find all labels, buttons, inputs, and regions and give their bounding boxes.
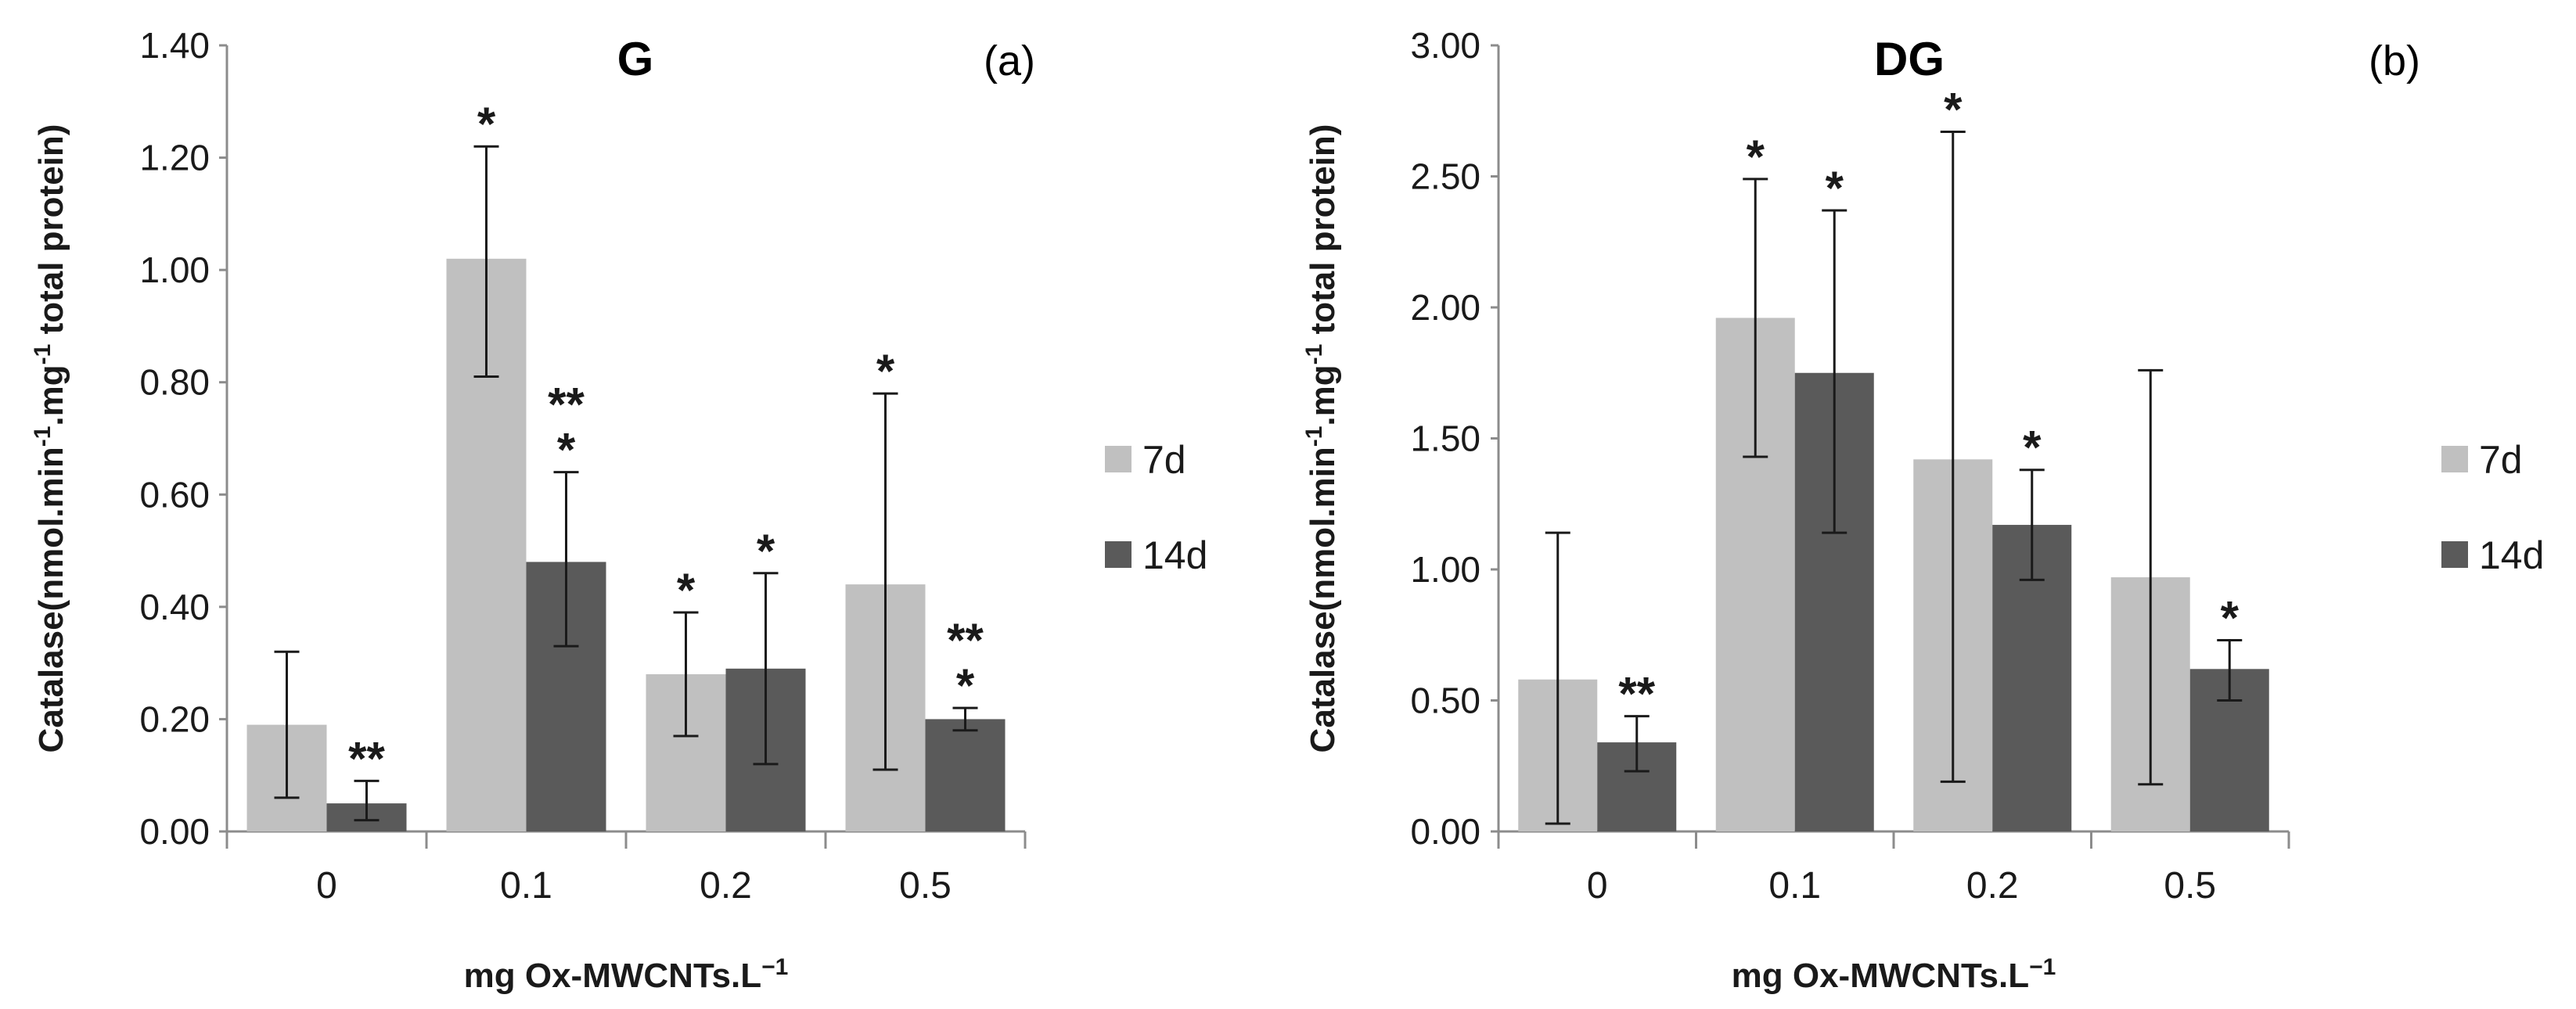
panel-a-panel-letter: (a) [984, 38, 1035, 84]
panel-a-y-tick-label: 1.40 [139, 25, 210, 66]
panel-b-x-tick-label-0: 0 [1587, 865, 1608, 907]
panel-b-x-axis-title-superscript: −1 [2029, 954, 2056, 980]
panel-a-legend-label-7d: 7d [1142, 438, 1186, 482]
panel-a-significance-label: * [477, 98, 496, 150]
panel-a-x-axis-title: mg Ox-MWCNTs.L−1 [464, 954, 789, 996]
panel-a-x-tick-label-0-5: 0.5 [899, 865, 952, 907]
panel-b-significance-label: * [2023, 422, 2042, 474]
panel-b-x-tick-label-0-5: 0.5 [2164, 865, 2216, 907]
panel-b-x-axis-title: mg Ox-MWCNTs.L−1 [1732, 954, 2056, 996]
panel-b-x-tick-label-0-2: 0.2 [1966, 865, 2019, 907]
panel-b-y-tick-label: 1.50 [1410, 418, 1480, 459]
panel-b-significance-label: * [2221, 591, 2240, 644]
panel-a-y-tick-label: 0.00 [139, 811, 210, 852]
panel-b-y-tick-label: 2.50 [1410, 156, 1480, 197]
panel-a-significance-label: ** [348, 732, 385, 785]
panel-a-y-axis-title-part: .mg [32, 364, 70, 426]
panel-a-y-tick-label: 0.60 [139, 474, 210, 515]
panel-b-legend-swatch-14d [2441, 541, 2468, 568]
panel-b-y-axis-title-part: -1 [1301, 426, 1327, 447]
panel-b-significance-label: * [1944, 84, 1963, 136]
panel-a-y-axis-title-part: -1 [30, 344, 56, 365]
panel-a-bar-14d-0-5 [925, 719, 1006, 831]
panel-a-x-tick-label-0-2: 0.2 [700, 865, 752, 907]
panel-a-y-axis-title-part: Catalase(nmol.min [32, 447, 70, 752]
panel-b-legend-label-14d: 14d [2479, 533, 2544, 577]
panel-a-y-tick-label: 1.20 [139, 138, 210, 178]
panel-b-significance-label: ** [1618, 668, 1655, 720]
panel-b-y-axis-title-part: .mg [1304, 364, 1342, 426]
panel-a-significance-label: * [677, 564, 696, 616]
panel-b-significance-label: * [1826, 162, 1844, 214]
panel-a-y-tick-label: 0.80 [139, 362, 210, 403]
panel-b-title: DG [1874, 33, 1945, 85]
panel-a-legend-swatch-14d [1105, 541, 1131, 568]
panel-a-legend-swatch-7d [1105, 446, 1131, 472]
panel-a-significance-label: * [557, 424, 576, 476]
panel-a-y-tick-label: 0.20 [139, 698, 210, 739]
panel-b-y-tick-label: 0.50 [1410, 680, 1480, 721]
panel-b-legend-label-7d: 7d [2479, 438, 2523, 482]
panel-b-y-tick-label: 2.00 [1410, 287, 1480, 328]
panel-a-y-tick-label: 1.00 [139, 250, 210, 290]
panel-a-y-axis-title-part: total protein) [32, 124, 70, 344]
panel-b-panel-letter: (b) [2369, 38, 2420, 84]
panel-b-y-tick-label: 1.00 [1410, 549, 1480, 590]
panel-b-y-tick-label: 0.00 [1410, 811, 1480, 852]
panel-a-title: G [617, 33, 654, 85]
panel-b-y-tick-label: 3.00 [1410, 25, 1480, 66]
panel-a-x-tick-label-0-1: 0.1 [500, 865, 552, 907]
panel-b-y-axis-title-part: total protein) [1304, 124, 1342, 344]
panel-a-significance-label: ** [947, 614, 984, 666]
panel-a-y-axis-title-part: -1 [30, 426, 56, 447]
panel-b-significance-label: * [1747, 131, 1765, 183]
panel-a-significance-label: * [876, 345, 895, 397]
panel-b-y-axis-title: Catalase(nmol.min-1.mg-1 total protein) [1301, 124, 1343, 753]
panel-b-y-axis-title-part: Catalase(nmol.min [1304, 447, 1342, 752]
panel-a-legend-label-14d: 14d [1142, 533, 1207, 577]
panel-a-significance-label: * [757, 525, 775, 577]
panel-a-x-axis-title-superscript: −1 [761, 954, 788, 980]
panel-a-significance-label: ** [548, 379, 585, 431]
panel-b-legend-swatch-7d [2441, 446, 2468, 472]
panel-b-x-tick-label-0-1: 0.1 [1768, 865, 1821, 907]
panel-a-x-tick-label-0: 0 [316, 865, 337, 907]
panel-a-y-axis-title: Catalase(nmol.min-1.mg-1 total protein) [30, 124, 71, 753]
panel-b-x-axis-title-main: mg Ox-MWCNTs.L [1732, 957, 2030, 995]
panel-a-y-tick-label: 0.40 [139, 587, 210, 627]
panel-b-y-axis-title-part: -1 [1301, 344, 1327, 365]
panel-a-x-axis-title-main: mg Ox-MWCNTs.L [464, 957, 762, 995]
panel-a-significance-label: * [956, 659, 975, 712]
